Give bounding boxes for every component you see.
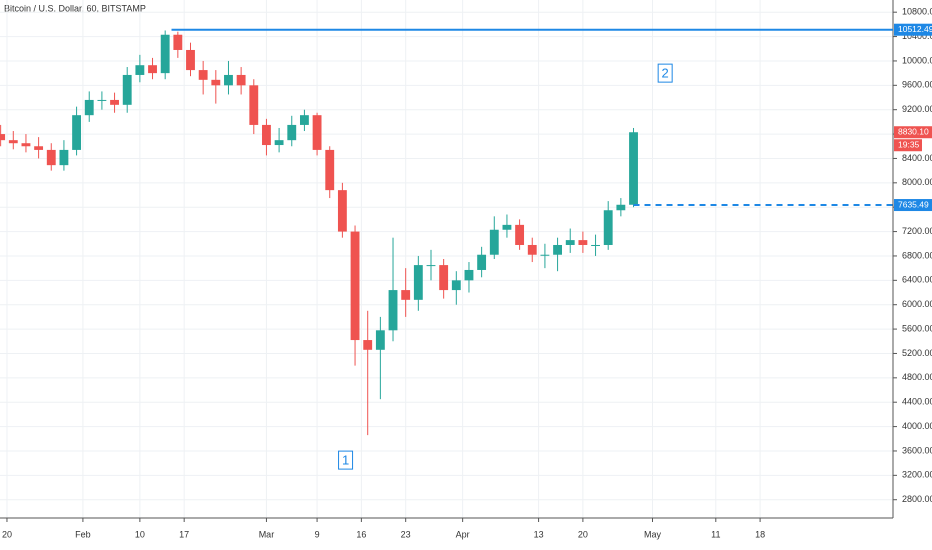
candle-body [160, 34, 170, 74]
candle-body [591, 244, 600, 246]
candle-body [540, 254, 550, 256]
x-tick-label: 13 [534, 529, 544, 539]
y-tick-label: 4800.00 [902, 372, 932, 382]
annotation-text: 1 [342, 453, 349, 468]
candle-body [148, 65, 157, 74]
x-tick-label: Feb [75, 529, 91, 539]
y-tick-label: 2800.00 [902, 494, 932, 504]
candle-body [616, 204, 626, 211]
candle-body [236, 74, 246, 86]
last-price-label: 8830.10 [898, 126, 929, 136]
candle-body [46, 149, 56, 166]
candle-body [211, 79, 221, 86]
y-tick-label: 3600.00 [902, 445, 932, 455]
x-tick-label: 23 [401, 529, 411, 539]
candle-body [464, 269, 474, 281]
candle-body [312, 115, 322, 150]
annotation-box [338, 450, 354, 470]
candle-body [173, 34, 183, 50]
candle-body [439, 265, 449, 291]
price-label: 10512.49 [898, 24, 932, 34]
y-tick-label: 10800.00 [902, 7, 932, 17]
candle-body [451, 280, 461, 291]
y-tick-label: 5600.00 [902, 323, 932, 333]
y-tick-label: 7200.00 [902, 226, 932, 236]
candle-body [489, 229, 499, 255]
y-tick-label: 8000.00 [902, 177, 932, 187]
x-tick-label: 10 [135, 529, 145, 539]
candle-body [110, 99, 119, 105]
candle-body [8, 140, 18, 144]
candle-body [262, 124, 271, 146]
candle-body [287, 124, 297, 141]
candle-body [299, 115, 309, 125]
y-tick-label: 5200.00 [902, 348, 932, 358]
candle-body [350, 231, 360, 341]
y-tick-label: 8400.00 [902, 153, 932, 163]
candle-body [274, 140, 284, 146]
countdown-label: 19:35 [898, 139, 920, 149]
y-tick-label: 4000.00 [902, 421, 932, 431]
candle-body [426, 265, 436, 267]
candle-body [629, 132, 638, 205]
last-price-box [894, 126, 932, 139]
candle-body [388, 290, 398, 331]
candle-body [135, 65, 145, 75]
x-tick-label: 20 [2, 529, 12, 539]
candle-body [249, 85, 259, 125]
candle-body [565, 240, 575, 245]
x-tick-label: 17 [179, 529, 189, 539]
y-tick-label: 10400.00 [902, 31, 932, 41]
candle-body [527, 244, 537, 255]
y-tick-label: 6400.00 [902, 275, 932, 285]
candle-body [363, 340, 373, 350]
candle-body [21, 143, 31, 147]
candle-body [198, 70, 208, 80]
x-tick-label: May [644, 529, 662, 539]
y-tick-label: 9600.00 [902, 80, 932, 90]
y-tick-label: 6000.00 [902, 299, 932, 309]
candle-body [325, 149, 335, 191]
candle-body [0, 134, 6, 141]
candle-body [84, 99, 94, 116]
candle-body [515, 224, 525, 245]
x-tick-label: 16 [356, 529, 366, 539]
y-tick-label: 10000.00 [902, 55, 932, 65]
candle-body [413, 265, 423, 300]
y-tick-label: 6800.00 [902, 250, 932, 260]
price-label-box [894, 23, 932, 36]
y-tick-label: 3200.00 [902, 470, 932, 480]
y-tick-label: 9200.00 [902, 104, 932, 114]
x-tick-label: 18 [755, 529, 765, 539]
candle-body [97, 99, 107, 101]
x-tick-label: 11 [711, 529, 720, 539]
candle-body [186, 49, 195, 71]
candle-body [337, 190, 347, 232]
x-tick-label: Apr [456, 529, 470, 539]
chart-title: Bitcoin / U.S. Dollar, 60, BITSTAMP [4, 3, 146, 13]
price-label-box [894, 199, 932, 212]
price-label: 7635.49 [898, 199, 929, 209]
candle-body [502, 224, 512, 230]
x-tick-label: Mar [259, 529, 275, 539]
candle-body [122, 74, 132, 105]
candle-body [224, 74, 233, 86]
candle-body [603, 210, 613, 245]
y-tick-label: 4400.00 [902, 397, 932, 407]
annotation-box [657, 63, 673, 83]
candle-body [72, 115, 82, 150]
annotation-text: 2 [662, 66, 669, 81]
x-tick-label: 9 [315, 529, 320, 539]
countdown-box [894, 139, 922, 152]
candle-body [401, 290, 411, 300]
candle-body [59, 149, 69, 166]
x-tick-label: 20 [578, 529, 588, 539]
candle-body [34, 146, 44, 150]
candle-body [578, 240, 588, 245]
candle-body [477, 254, 487, 270]
candle-body [553, 244, 563, 255]
candle-body [375, 330, 385, 350]
